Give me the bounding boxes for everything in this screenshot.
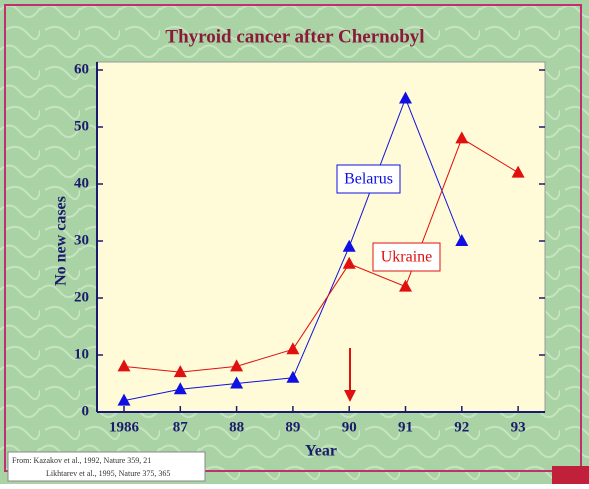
x-tick-label: 89 xyxy=(285,419,300,435)
y-tick-label: 60 xyxy=(74,61,89,77)
y-tick-label: 40 xyxy=(74,175,89,191)
event-arrow-head xyxy=(344,390,356,402)
legend-label: Belarus xyxy=(344,171,393,188)
plot-area xyxy=(96,61,546,413)
marker xyxy=(455,234,469,246)
marker xyxy=(342,239,356,252)
y-tick-label: 50 xyxy=(74,118,89,134)
legend-label: Ukraine xyxy=(381,249,433,266)
marker xyxy=(455,131,469,144)
x-tick-label: 90 xyxy=(342,419,357,435)
x-tick-label: 91 xyxy=(398,419,413,435)
marker xyxy=(230,359,244,372)
series-line xyxy=(123,137,519,373)
slide-frame xyxy=(4,4,582,472)
y-tick-label: 20 xyxy=(74,289,89,305)
y-tick-label: 10 xyxy=(74,346,89,362)
marker xyxy=(342,256,356,269)
marker xyxy=(230,376,244,389)
logo xyxy=(552,466,589,484)
citation-box xyxy=(7,451,206,482)
y-tick-label: 30 xyxy=(74,232,89,248)
marker xyxy=(117,359,131,372)
x-tick-label: 92 xyxy=(454,419,469,435)
citation: From: Kazakov et al., 1992, Nature 359, … xyxy=(12,456,151,465)
chart-title: Thyroid cancer after Chernobyl xyxy=(165,26,424,47)
marker xyxy=(173,382,187,395)
y-axis-label: No new cases xyxy=(53,196,70,286)
legend-box xyxy=(336,164,401,194)
x-tick-label: 87 xyxy=(173,419,189,435)
marker xyxy=(173,365,187,378)
marker xyxy=(286,342,300,355)
citation: Likhtarev et al., 1995, Nature 375, 365 xyxy=(46,469,170,478)
marker xyxy=(399,91,412,104)
x-tick-label: 93 xyxy=(511,419,526,435)
legend-box xyxy=(372,242,441,272)
marker xyxy=(399,279,412,292)
x-axis-label: Year xyxy=(305,443,337,460)
y-tick-label: 0 xyxy=(82,403,90,419)
marker xyxy=(117,393,131,406)
marker xyxy=(511,165,525,178)
x-tick-label: 1986 xyxy=(109,419,140,435)
x-tick-label: 88 xyxy=(229,419,244,435)
marker xyxy=(286,370,300,383)
